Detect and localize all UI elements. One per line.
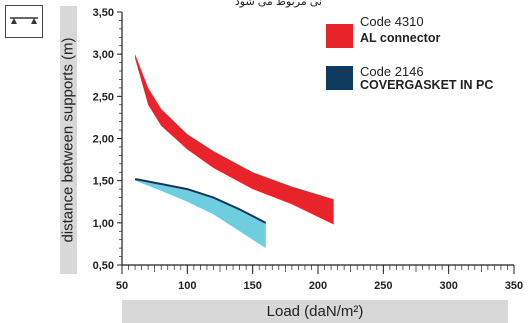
x-axis-label: Load (daN/m²)	[266, 303, 364, 320]
legend-label-4310: AL connector	[360, 31, 441, 45]
legend-item-4310: Code 4310 AL connector	[326, 14, 526, 54]
y-tick-label: 1,00	[93, 218, 114, 230]
series-band-0	[135, 54, 334, 225]
legend-swatch-2146	[326, 66, 353, 90]
legend-label-2146: COVERGASKET IN PC	[360, 78, 494, 92]
y-axis-label-band	[60, 6, 77, 274]
legend-item-2146: Code 2146 COVERGASKET IN PC	[326, 64, 526, 104]
x-tick-label: 250	[374, 280, 392, 292]
x-tick-label: 50	[116, 280, 128, 292]
support-icon	[5, 5, 43, 38]
y-tick-label: 2,50	[93, 91, 114, 103]
legend-code-2146: Code 2146	[360, 64, 424, 79]
y-tick-label: 0,50	[93, 260, 114, 272]
x-axis-label-band: Load (daN/m²)	[122, 300, 508, 323]
legend-code-4310: Code 4310	[360, 14, 424, 29]
x-tick-label: 200	[309, 280, 327, 292]
legend-swatch-4310	[326, 24, 353, 48]
header-text: نی مربوط می شود	[234, 0, 322, 8]
y-tick-label: 3,50	[93, 7, 114, 19]
x-tick-label: 150	[243, 280, 261, 292]
x-tick-label: 300	[439, 280, 457, 292]
series-band-1	[135, 178, 266, 249]
x-tick-label: 350	[505, 280, 523, 292]
x-tick-label: 100	[178, 280, 196, 292]
y-tick-label: 2,00	[93, 134, 114, 146]
y-tick-label: 3,00	[93, 49, 114, 61]
y-tick-label: 1,50	[93, 176, 114, 188]
series-line-1	[134, 177, 267, 224]
